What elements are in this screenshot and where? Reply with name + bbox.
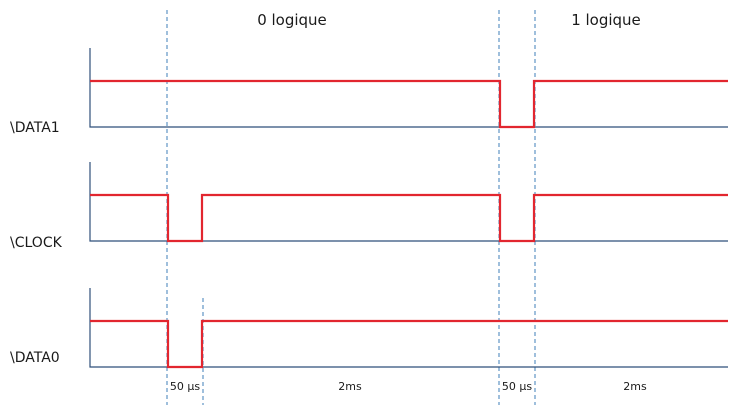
waveform-clock (90, 193, 728, 243)
duration-label-gap-1: 2ms (338, 380, 362, 393)
signal-label-data1: \DATA1 (10, 120, 60, 136)
header-one-logique: 1 logique (571, 11, 641, 29)
signal-label-data0: \DATA0 (10, 350, 60, 366)
header-zero-logique: 0 logique (257, 11, 327, 29)
waveform-data1 (90, 79, 728, 129)
signal-row-data1: \DATA1 (10, 48, 728, 136)
duration-label-pulse-1: 50 µs (170, 380, 200, 393)
signal-row-clock: \CLOCK (10, 162, 728, 251)
signal-label-clock: \CLOCK (10, 235, 63, 251)
axis-clock (89, 162, 728, 242)
waveform-data0 (90, 319, 728, 369)
axis-data1 (89, 48, 728, 128)
signal-row-data0: \DATA0 (10, 288, 728, 369)
axis-data0 (89, 288, 728, 368)
duration-label-pulse-2: 50 µs (502, 380, 532, 393)
duration-label-gap-2: 2ms (623, 380, 647, 393)
